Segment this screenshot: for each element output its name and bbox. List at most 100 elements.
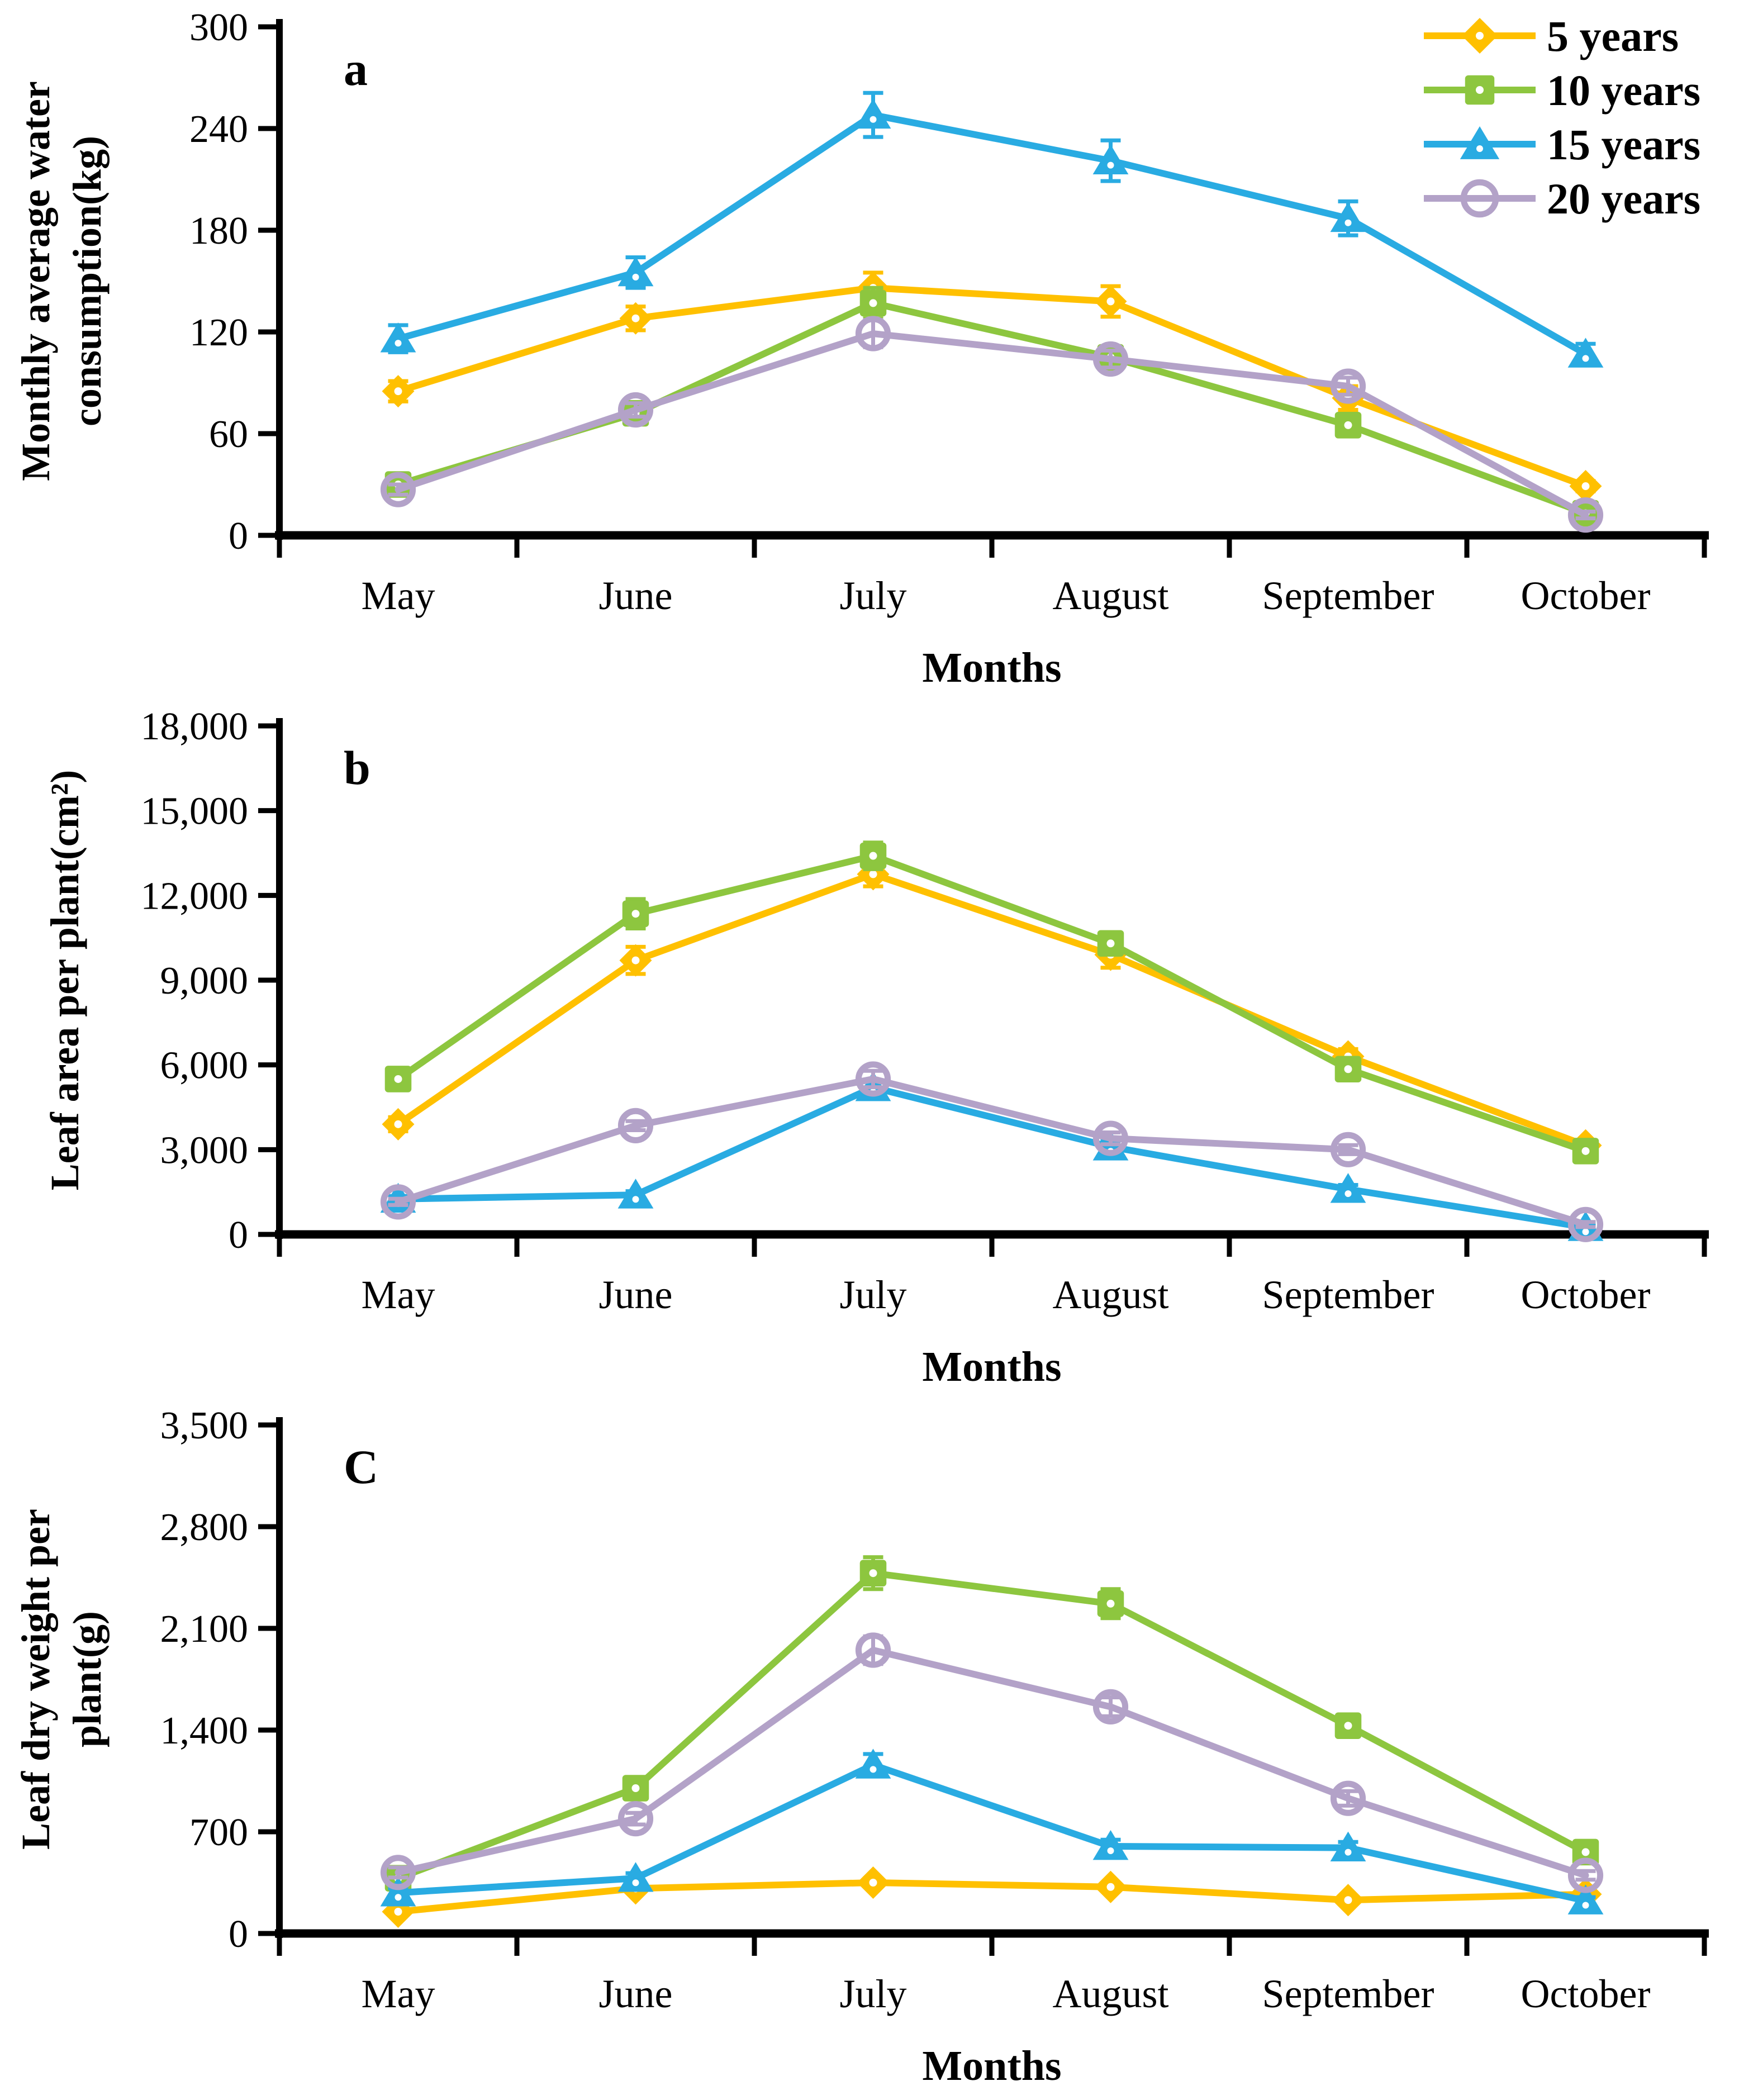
y-axis-title-c-line-2: plant(g) — [65, 1611, 110, 1747]
y-tick-label-b: 6,000 — [160, 1044, 249, 1087]
marker-diamond-b — [857, 858, 890, 891]
marker-triangle-c — [1567, 1884, 1604, 1914]
marker-triangle-a — [380, 322, 416, 353]
marker-diamond-c — [1094, 1870, 1127, 1903]
y-axis-b: 0 3,000 6,000 9,000 12,000 15,000 18,000 — [141, 705, 283, 1257]
marker-square-b — [1097, 930, 1124, 957]
marker-triangle-c — [1330, 1831, 1366, 1861]
x-axis-c: May June July August September October Months — [275, 1929, 1709, 2089]
marker-square-a — [859, 289, 887, 317]
panel-letter-c: C — [344, 1440, 378, 1494]
marker-circle-open-a — [380, 472, 416, 507]
marker-diamond-b — [382, 1108, 415, 1141]
x-axis-b: May June July August September October Months — [275, 1230, 1709, 1390]
marker-diamond-c — [1332, 1884, 1365, 1917]
panel-letter-a: a — [344, 42, 368, 96]
marker-circle-open-c — [1567, 1857, 1604, 1893]
y-tick-label-c: 1,400 — [160, 1709, 249, 1752]
marker-square-b — [859, 842, 887, 870]
series-20-years — [380, 1061, 1604, 1242]
y-tick-label-b: 15,000 — [141, 790, 249, 833]
marker-triangle-c — [380, 1876, 416, 1907]
series-20-years — [380, 316, 1604, 533]
legend-item-5-years: 5 years — [1424, 12, 1679, 60]
legend-item-10-years: 10 years — [1424, 66, 1700, 115]
series-10-years — [384, 286, 1599, 527]
y-tick-label-c: 3,500 — [160, 1404, 249, 1447]
marker-triangle-c — [617, 1862, 654, 1892]
marker-circle-open-c — [617, 1801, 654, 1837]
legend-marker-square — [1465, 75, 1495, 105]
month-label-june: June — [599, 573, 673, 618]
panel-c-leaf-dry-weight-chart: 0 700 1,400 2,100 2,800 3,500 May June July Augus… — [0, 1398, 1739, 2097]
marker-triangle-b — [617, 1179, 654, 1209]
marker-circle-open-c — [855, 1632, 891, 1668]
y-tick-label-b: 0 — [229, 1214, 248, 1257]
marker-diamond-a — [382, 375, 415, 408]
series-10-years — [384, 840, 1599, 1165]
y-tick-label-a: 60 — [209, 413, 248, 456]
month-label-september: September — [1262, 573, 1434, 618]
y-tick-label-a: 180 — [189, 210, 248, 253]
marker-triangle-c — [855, 1749, 891, 1779]
chart-b: 0 3,000 6,000 9,000 12,000 15,000 18,000 May Jun… — [42, 705, 1709, 1390]
month-label-july: July — [839, 573, 906, 618]
y-tick-label-b: 12,000 — [141, 875, 249, 918]
marker-circle-open-b — [1330, 1132, 1366, 1167]
marker-diamond-a — [1569, 470, 1602, 503]
marker-circle-open-a — [1092, 341, 1129, 377]
marker-triangle-a — [1092, 144, 1129, 174]
month-label-october: October — [1521, 1272, 1651, 1317]
marker-square-c — [1572, 1838, 1599, 1866]
marker-circle-open-a — [617, 392, 654, 428]
y-tick-label-b: 3,000 — [160, 1129, 249, 1172]
y-tick-label-a: 300 — [189, 6, 248, 49]
series-5-years — [382, 858, 1602, 1162]
marker-circle-open-a — [1330, 368, 1366, 404]
chart-a: 0 60 120 180 240 300 May June July August Septembe… — [13, 6, 1709, 691]
y-axis-title-b-line-1: Leaf area per plant(cm²) — [42, 770, 87, 1191]
marker-triangle-b — [1330, 1173, 1366, 1203]
marker-circle-open-b — [855, 1061, 891, 1097]
marker-square-c — [622, 1775, 649, 1802]
legend-marker-triangle — [1460, 126, 1500, 159]
marker-square-b — [1572, 1138, 1599, 1165]
panel-letter-b: b — [344, 741, 370, 795]
marker-circle-open-c — [380, 1855, 416, 1890]
marker-circle-open-b — [1092, 1120, 1129, 1156]
month-label-october: October — [1521, 1971, 1651, 2016]
marker-circle-open-c — [1330, 1780, 1366, 1816]
month-label-august: August — [1052, 1971, 1168, 2016]
y-tick-label-a: 0 — [229, 515, 248, 558]
month-label-july: July — [839, 1971, 906, 2016]
month-label-june: June — [599, 1272, 673, 1317]
marker-circle-open-a — [855, 316, 891, 351]
month-label-may: May — [362, 1272, 435, 1317]
month-label-august: August — [1052, 1272, 1168, 1317]
marker-triangle-a — [617, 256, 654, 287]
legend-marker-circle-open — [1460, 179, 1499, 218]
y-axis-title-a-line-2: consumption(kg) — [65, 136, 110, 426]
legend-item-label: 5 years — [1547, 12, 1679, 60]
y-axis-a: 0 60 120 180 240 300 — [189, 6, 283, 558]
y-tick-label-c: 700 — [189, 1811, 248, 1854]
marker-triangle-c — [1092, 1830, 1129, 1860]
legend-item-label: 10 years — [1547, 66, 1700, 115]
y-axis-title-a-line-1: Monthly average water — [13, 81, 58, 481]
y-tick-label-c: 2,100 — [160, 1608, 249, 1651]
month-label-july: July — [839, 1272, 906, 1317]
marker-square-b — [1334, 1056, 1362, 1083]
x-axis-a: May June July August September October Months — [275, 531, 1709, 691]
series-10-years — [384, 1555, 1599, 1892]
marker-triangle-a — [855, 98, 891, 129]
y-axis-title-c-line-1: Leaf dry weight per — [13, 1509, 58, 1850]
legend-item-label: 20 years — [1547, 174, 1700, 223]
month-label-october: October — [1521, 573, 1651, 618]
x-axis-title-b: Months — [922, 1343, 1061, 1390]
legend-marker-diamond — [1462, 18, 1498, 54]
chart-c: 0 700 1,400 2,100 2,800 3,500 May June July Augus… — [13, 1404, 1709, 2089]
marker-circle-open-b — [380, 1184, 416, 1220]
x-axis-title-a: Months — [922, 644, 1061, 691]
panel-b-leaf-area-chart: 0 3,000 6,000 9,000 12,000 15,000 18,000 May Jun… — [0, 699, 1739, 1398]
